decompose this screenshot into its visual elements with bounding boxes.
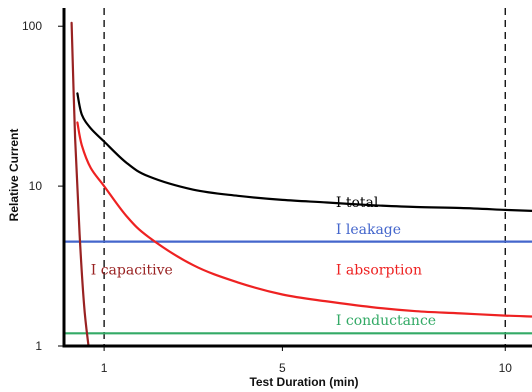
x-tick-label: 5 [279,361,286,375]
series-line-i-absorption [76,121,532,318]
y-tick-label: 1 [35,339,42,353]
tick-labels: 1 5 10 100 10 1 [22,19,512,375]
series-label-i-total: I total [336,195,379,211]
x-tick-label: 10 [499,361,513,375]
x-axis-title: Test Duration (min) [249,375,358,389]
series-label-i-absorption: I absorption [336,263,422,279]
y-tick-label: 10 [29,179,43,193]
series-labels: I total I leakage I capacitive I absorption… [91,195,436,329]
series-label-i-leakage: I leakage [336,222,401,238]
series-line-i-capacitive [70,21,90,348]
series-label-i-capacitive: I capacitive [91,263,173,279]
axes [62,8,532,348]
y-tick-label: 100 [22,19,42,33]
reference-lines [103,8,506,346]
y-axis-title: Relative Current [7,129,21,222]
series-label-i-conductance: I conductance [336,313,436,329]
x-tick-label: 1 [101,361,108,375]
series-layer [62,21,532,348]
series-line-i-total [76,92,532,212]
